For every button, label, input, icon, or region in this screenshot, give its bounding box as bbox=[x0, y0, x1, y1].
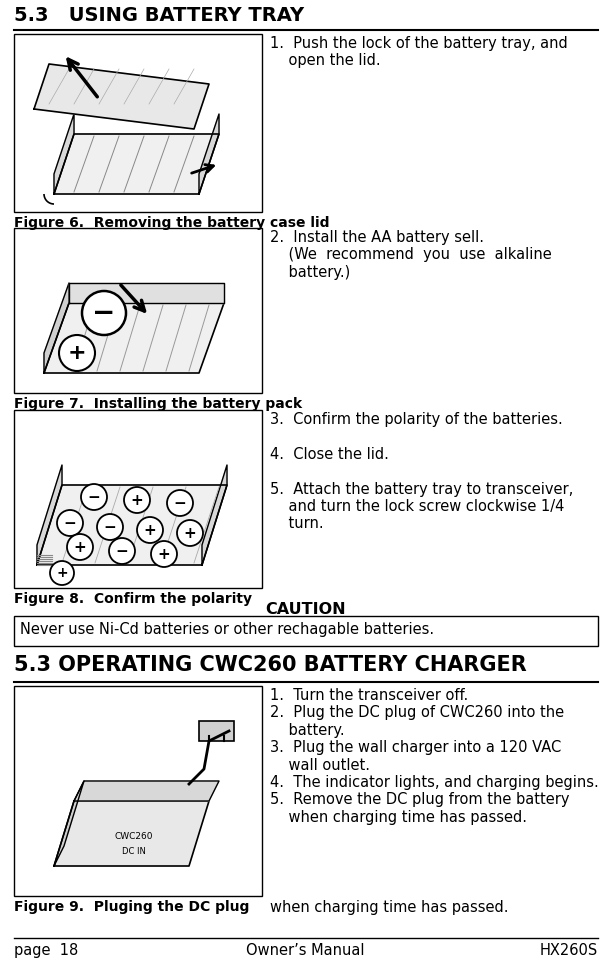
Polygon shape bbox=[199, 114, 219, 194]
Text: 5.3 OPERATING CWC260 BATTERY CHARGER: 5.3 OPERATING CWC260 BATTERY CHARGER bbox=[14, 655, 527, 675]
Text: DC IN: DC IN bbox=[122, 847, 146, 855]
Text: 5.3   USING BATTERY TRAY: 5.3 USING BATTERY TRAY bbox=[14, 6, 304, 25]
Text: −: − bbox=[92, 299, 115, 327]
Text: +: + bbox=[131, 492, 144, 508]
Text: Figure 9.  Pluging the DC plug: Figure 9. Pluging the DC plug bbox=[14, 900, 249, 914]
Text: Figure 8.  Confirm the polarity: Figure 8. Confirm the polarity bbox=[14, 592, 252, 606]
Bar bbox=[14, 616, 598, 646]
Text: +: + bbox=[56, 566, 68, 580]
Text: CAUTION: CAUTION bbox=[265, 602, 346, 617]
Polygon shape bbox=[44, 283, 69, 373]
Polygon shape bbox=[54, 781, 84, 866]
Polygon shape bbox=[54, 134, 219, 194]
Circle shape bbox=[167, 490, 193, 516]
Polygon shape bbox=[37, 465, 62, 565]
Text: page  18: page 18 bbox=[14, 943, 78, 958]
Circle shape bbox=[59, 335, 95, 371]
Polygon shape bbox=[54, 801, 209, 866]
Polygon shape bbox=[54, 114, 74, 194]
Bar bbox=[14, 34, 262, 212]
Circle shape bbox=[177, 520, 203, 546]
Bar bbox=[199, 721, 234, 741]
Text: −: − bbox=[174, 495, 186, 511]
Circle shape bbox=[57, 510, 83, 536]
Circle shape bbox=[50, 561, 74, 585]
Circle shape bbox=[124, 487, 150, 513]
Circle shape bbox=[151, 541, 177, 567]
Circle shape bbox=[67, 534, 93, 560]
Text: +: + bbox=[184, 525, 196, 541]
Polygon shape bbox=[202, 465, 227, 565]
Bar bbox=[14, 228, 262, 393]
Polygon shape bbox=[34, 64, 209, 129]
Text: Never use Ni-Cd batteries or other rechagable batteries.: Never use Ni-Cd batteries or other recha… bbox=[20, 622, 434, 637]
Text: −: − bbox=[64, 516, 76, 530]
Text: 3.  Confirm the polarity of the batteries.

4.  Close the lid.

5.  Attach the b: 3. Confirm the polarity of the batteries… bbox=[270, 412, 573, 531]
Text: −: − bbox=[115, 544, 128, 558]
Text: 1.  Push the lock of the battery tray, and
    open the lid.: 1. Push the lock of the battery tray, an… bbox=[270, 36, 568, 68]
Text: CWC260: CWC260 bbox=[115, 831, 153, 841]
Polygon shape bbox=[37, 485, 227, 565]
Text: +: + bbox=[73, 540, 86, 554]
Polygon shape bbox=[44, 303, 224, 373]
Text: when charging time has passed.: when charging time has passed. bbox=[270, 900, 508, 915]
Circle shape bbox=[81, 484, 107, 510]
Text: +: + bbox=[68, 343, 86, 363]
Bar bbox=[14, 410, 262, 588]
Polygon shape bbox=[74, 781, 219, 801]
Bar bbox=[14, 686, 262, 896]
Text: −: − bbox=[87, 489, 100, 505]
Text: +: + bbox=[144, 522, 156, 538]
Polygon shape bbox=[69, 283, 224, 303]
Text: 2.  Install the AA battery sell.
    (We  recommend  you  use  alkaline
    batt: 2. Install the AA battery sell. (We reco… bbox=[270, 230, 552, 280]
Circle shape bbox=[137, 517, 163, 543]
Text: −: − bbox=[104, 519, 116, 534]
Text: 1.  Turn the transceiver off.
2.  Plug the DC plug of CWC260 into the
    batter: 1. Turn the transceiver off. 2. Plug the… bbox=[270, 688, 599, 824]
Circle shape bbox=[82, 291, 126, 335]
Text: Owner’s Manual: Owner’s Manual bbox=[246, 943, 365, 958]
Text: +: + bbox=[158, 547, 170, 561]
Circle shape bbox=[109, 538, 135, 564]
Text: Figure 6.  Removing the battery case lid: Figure 6. Removing the battery case lid bbox=[14, 216, 329, 230]
Text: Figure 7.  Installing the battery pack: Figure 7. Installing the battery pack bbox=[14, 397, 302, 411]
Text: HX260S: HX260S bbox=[540, 943, 598, 958]
Circle shape bbox=[97, 514, 123, 540]
